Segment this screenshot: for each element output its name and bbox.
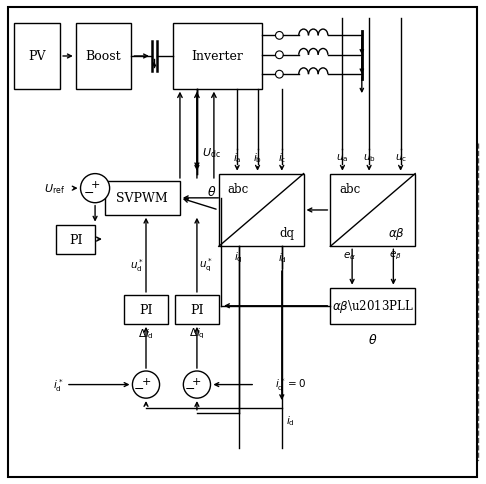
Bar	[124, 295, 168, 324]
Bar	[76, 24, 131, 90]
Text: $U_{\rm ref}$: $U_{\rm ref}$	[44, 182, 65, 196]
Text: PV: PV	[28, 50, 46, 63]
Text: $i_{\rm b}$: $i_{\rm b}$	[253, 151, 262, 164]
Text: $\Delta i_{\rm d}$: $\Delta i_{\rm d}$	[138, 326, 154, 340]
Text: $u_{\rm q}^*$: $u_{\rm q}^*$	[199, 257, 213, 273]
Text: $i_{\rm q}$: $i_{\rm q}$	[234, 250, 243, 265]
Text: +: +	[141, 376, 151, 386]
Text: +: +	[192, 376, 202, 386]
Text: PI: PI	[190, 303, 204, 316]
Bar	[14, 24, 60, 90]
Bar	[39, 143, 478, 460]
Text: $i_{\rm d}^*$: $i_{\rm d}^*$	[53, 377, 64, 393]
Text: −: −	[84, 186, 94, 199]
Text: −: −	[134, 382, 144, 395]
Text: $u_{\rm b}$: $u_{\rm b}$	[363, 151, 376, 163]
Text: $\Delta i_{\rm q}$: $\Delta i_{\rm q}$	[189, 326, 205, 340]
Text: $U_{\rm dc}$: $U_{\rm dc}$	[202, 146, 221, 159]
Bar	[120, 286, 224, 406]
Bar	[105, 182, 180, 215]
Text: dq: dq	[279, 227, 294, 240]
Circle shape	[276, 71, 283, 79]
Text: $e_{\beta}$: $e_{\beta}$	[389, 249, 402, 262]
Text: $\alpha\beta$\u2013PLL: $\alpha\beta$\u2013PLL	[332, 298, 414, 315]
Text: −: −	[185, 382, 195, 395]
Bar	[175, 295, 219, 324]
Text: $i_{\rm d}$: $i_{\rm d}$	[278, 251, 287, 264]
Text: $i_{\rm c}$: $i_{\rm c}$	[278, 151, 286, 164]
Text: $\alpha\beta$: $\alpha\beta$	[388, 226, 405, 241]
Text: $u_{\rm d}^*$: $u_{\rm d}^*$	[130, 257, 143, 273]
Bar	[219, 174, 304, 247]
Bar	[330, 174, 415, 247]
Bar	[56, 225, 95, 254]
Text: $\theta$: $\theta$	[368, 333, 378, 347]
Text: $i_{\rm q}^*=0$: $i_{\rm q}^*=0$	[275, 376, 306, 393]
Circle shape	[276, 52, 283, 60]
Bar	[330, 288, 415, 324]
Circle shape	[276, 32, 283, 40]
Text: $i_{\rm a}$: $i_{\rm a}$	[233, 151, 242, 164]
Text: PI: PI	[69, 233, 83, 246]
Text: abc: abc	[227, 182, 249, 195]
Text: $e_{\alpha}$: $e_{\alpha}$	[343, 250, 356, 261]
Circle shape	[132, 371, 159, 398]
Text: $u_{\rm c}$: $u_{\rm c}$	[395, 151, 407, 163]
Text: +: +	[90, 180, 100, 190]
Text: PI: PI	[139, 303, 153, 316]
Text: Boost: Boost	[86, 50, 122, 63]
Circle shape	[81, 174, 110, 203]
Text: Inverter: Inverter	[191, 50, 243, 63]
Text: $\theta$: $\theta$	[207, 184, 216, 198]
Circle shape	[183, 371, 210, 398]
Text: SVPWM: SVPWM	[117, 192, 168, 205]
Text: abc: abc	[339, 182, 360, 195]
Bar	[173, 24, 262, 90]
Text: $u_{\rm a}$: $u_{\rm a}$	[336, 151, 348, 163]
Text: $i_{\rm d}$: $i_{\rm d}$	[286, 413, 295, 427]
